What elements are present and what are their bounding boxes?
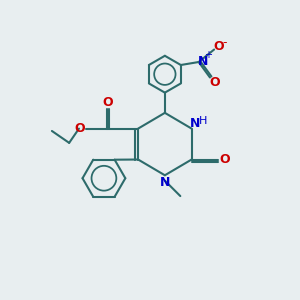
Text: O: O [75,122,86,135]
Text: O: O [209,76,220,89]
Text: O: O [102,96,113,109]
Text: O: O [214,40,224,53]
Text: O: O [219,153,230,166]
Text: -: - [222,36,227,49]
Text: N: N [160,176,170,189]
Text: H: H [198,116,207,126]
Text: N: N [190,117,201,130]
Text: N: N [198,55,208,68]
Text: +: + [204,50,212,61]
